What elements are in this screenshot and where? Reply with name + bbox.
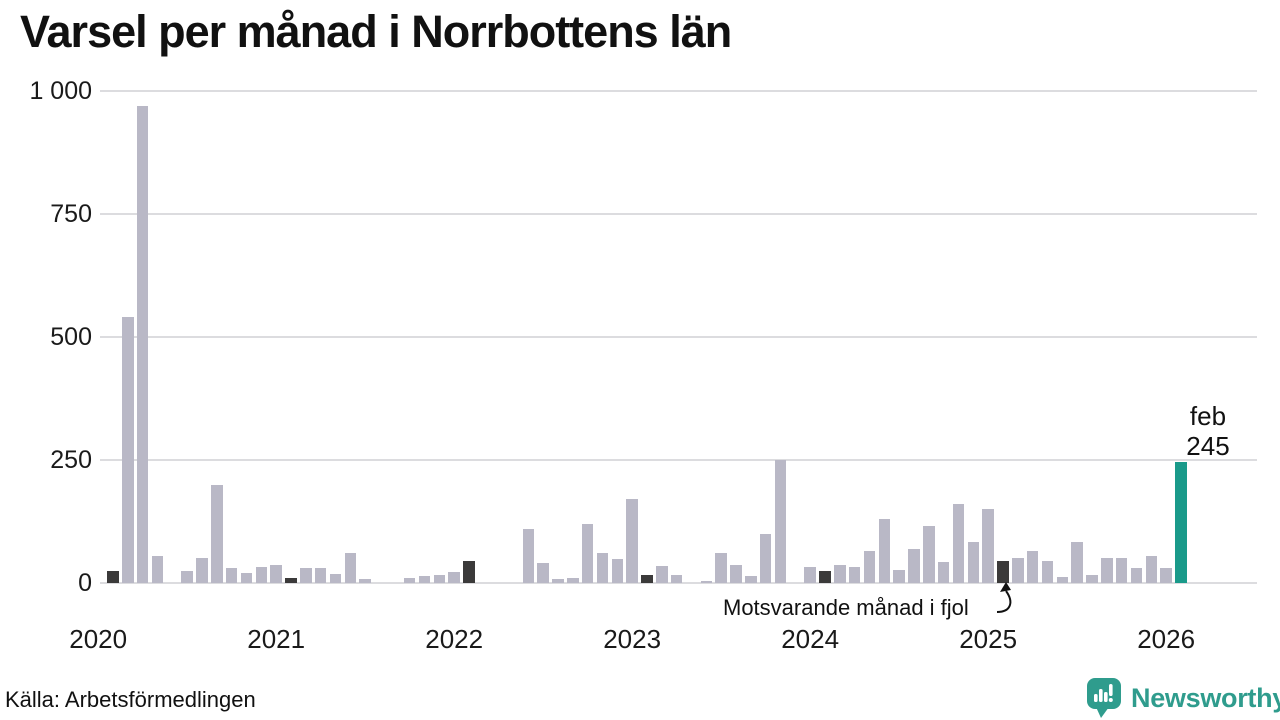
bar-2024-06 (878, 519, 891, 583)
bar-2023-06 (700, 581, 713, 583)
bar-2022-12 (611, 559, 624, 583)
bar-2021-10 (403, 578, 416, 583)
x-tick-label-2024: 2024 (781, 624, 840, 654)
bar-2024-09 (923, 526, 935, 583)
bar-2026-01 (1160, 568, 1172, 583)
bar-2023-10 (759, 533, 772, 583)
current-month-value-label: feb 245 (1150, 401, 1266, 461)
bar-2025-02 (997, 560, 1009, 583)
bar-2023-09 (745, 576, 757, 583)
bar-2021-07 (359, 579, 371, 583)
bar-2021-04 (314, 568, 327, 583)
bar-2025-09 (1101, 558, 1113, 583)
y-tick-label: 250 (50, 446, 92, 474)
bar-2020-03 (122, 317, 134, 583)
bar-2023-07 (715, 553, 727, 583)
bar-2022-06 (522, 528, 535, 583)
bar-2025-10 (1115, 558, 1128, 583)
x-tick-label-2020: 2020 (69, 624, 128, 654)
annotation-label: Motsvarande månad i fjol (723, 595, 969, 620)
newsworthy-logo-text: Newsworthy (1131, 682, 1280, 713)
y-tick-label: 1 000 (29, 77, 92, 105)
gridline-250 (100, 459, 1257, 461)
bar-2020-10 (225, 568, 238, 583)
annotation-arrow-icon (996, 582, 1012, 613)
bar-2025-05 (1041, 560, 1054, 583)
bar-2024-07 (893, 569, 905, 583)
bar-2020-04 (136, 105, 149, 583)
bar-2024-12 (967, 542, 980, 583)
bar-2020-12 (255, 566, 268, 583)
bar-2023-03 (656, 565, 668, 583)
bar-2023-04 (670, 575, 683, 583)
gridline-500 (100, 336, 1257, 338)
bar-2020-07 (181, 570, 193, 583)
gridline-0 (100, 582, 1257, 584)
bar-2025-04 (1026, 551, 1039, 583)
chart-title: Varsel per månad i Norrbottens län (20, 6, 732, 57)
bar-2022-07 (537, 563, 549, 583)
bar-2025-03 (1012, 558, 1024, 583)
bar-2025-01 (982, 509, 994, 583)
x-tick-label-2026: 2026 (1137, 624, 1196, 654)
bar-2022-09 (567, 578, 579, 583)
bar-2023-02 (641, 575, 653, 583)
bar-2025-07 (1071, 542, 1083, 583)
current-month-value: 245 (1186, 431, 1230, 461)
x-tick-label-2022: 2022 (425, 624, 484, 654)
bar-2021-06 (344, 553, 357, 583)
bar-2025-11 (1130, 568, 1143, 583)
bar-2025-06 (1056, 577, 1069, 583)
bar-2021-02 (285, 578, 297, 583)
bar-2020-05 (151, 555, 164, 583)
y-tick-label: 500 (50, 323, 92, 351)
bar-2024-10 (937, 562, 950, 583)
bar-2022-01 (448, 571, 460, 583)
bar-2024-08 (908, 548, 920, 583)
bar-2020-02 (107, 570, 119, 583)
bar-2021-11 (418, 576, 431, 583)
newsworthy-logo-icon (1087, 678, 1121, 718)
bar-2022-02 (463, 560, 475, 583)
bar-2026-02 (1175, 462, 1187, 583)
bar-2024-02 (819, 571, 831, 583)
gridline-750 (100, 213, 1257, 215)
bar-2020-09 (211, 484, 223, 583)
gridline-1000 (100, 90, 1257, 92)
bar-2024-04 (848, 567, 861, 583)
bar-2020-08 (196, 558, 208, 583)
bar-2024-11 (952, 504, 965, 583)
bar-2024-03 (834, 564, 846, 583)
x-tick-label-2023: 2023 (603, 624, 662, 654)
y-tick-label: 750 (50, 200, 92, 228)
source-note: Källa: Arbetsförmedlingen (5, 687, 256, 712)
bar-2021-01 (270, 564, 282, 583)
bar-2022-10 (581, 523, 594, 583)
bar-2023-01 (626, 499, 638, 583)
bar-2022-08 (552, 579, 564, 583)
newsworthy-logo: Newsworthy (1086, 676, 1280, 720)
x-tick-label-2025: 2025 (959, 624, 1018, 654)
bar-2023-11 (774, 460, 787, 583)
y-tick-label: 0 (78, 569, 92, 597)
bar-2021-12 (433, 575, 446, 583)
bar-2023-08 (730, 565, 742, 583)
bar-2020-11 (240, 573, 253, 583)
current-month-name: feb (1189, 401, 1227, 431)
bar-2024-05 (863, 551, 876, 583)
bar-2022-11 (596, 553, 609, 583)
x-tick-label-2021: 2021 (247, 624, 306, 654)
bar-2024-01 (804, 566, 816, 583)
bar-2025-12 (1145, 555, 1158, 583)
bar-2025-08 (1086, 574, 1098, 583)
bar-2021-03 (300, 568, 312, 583)
bar-2021-05 (329, 574, 342, 583)
